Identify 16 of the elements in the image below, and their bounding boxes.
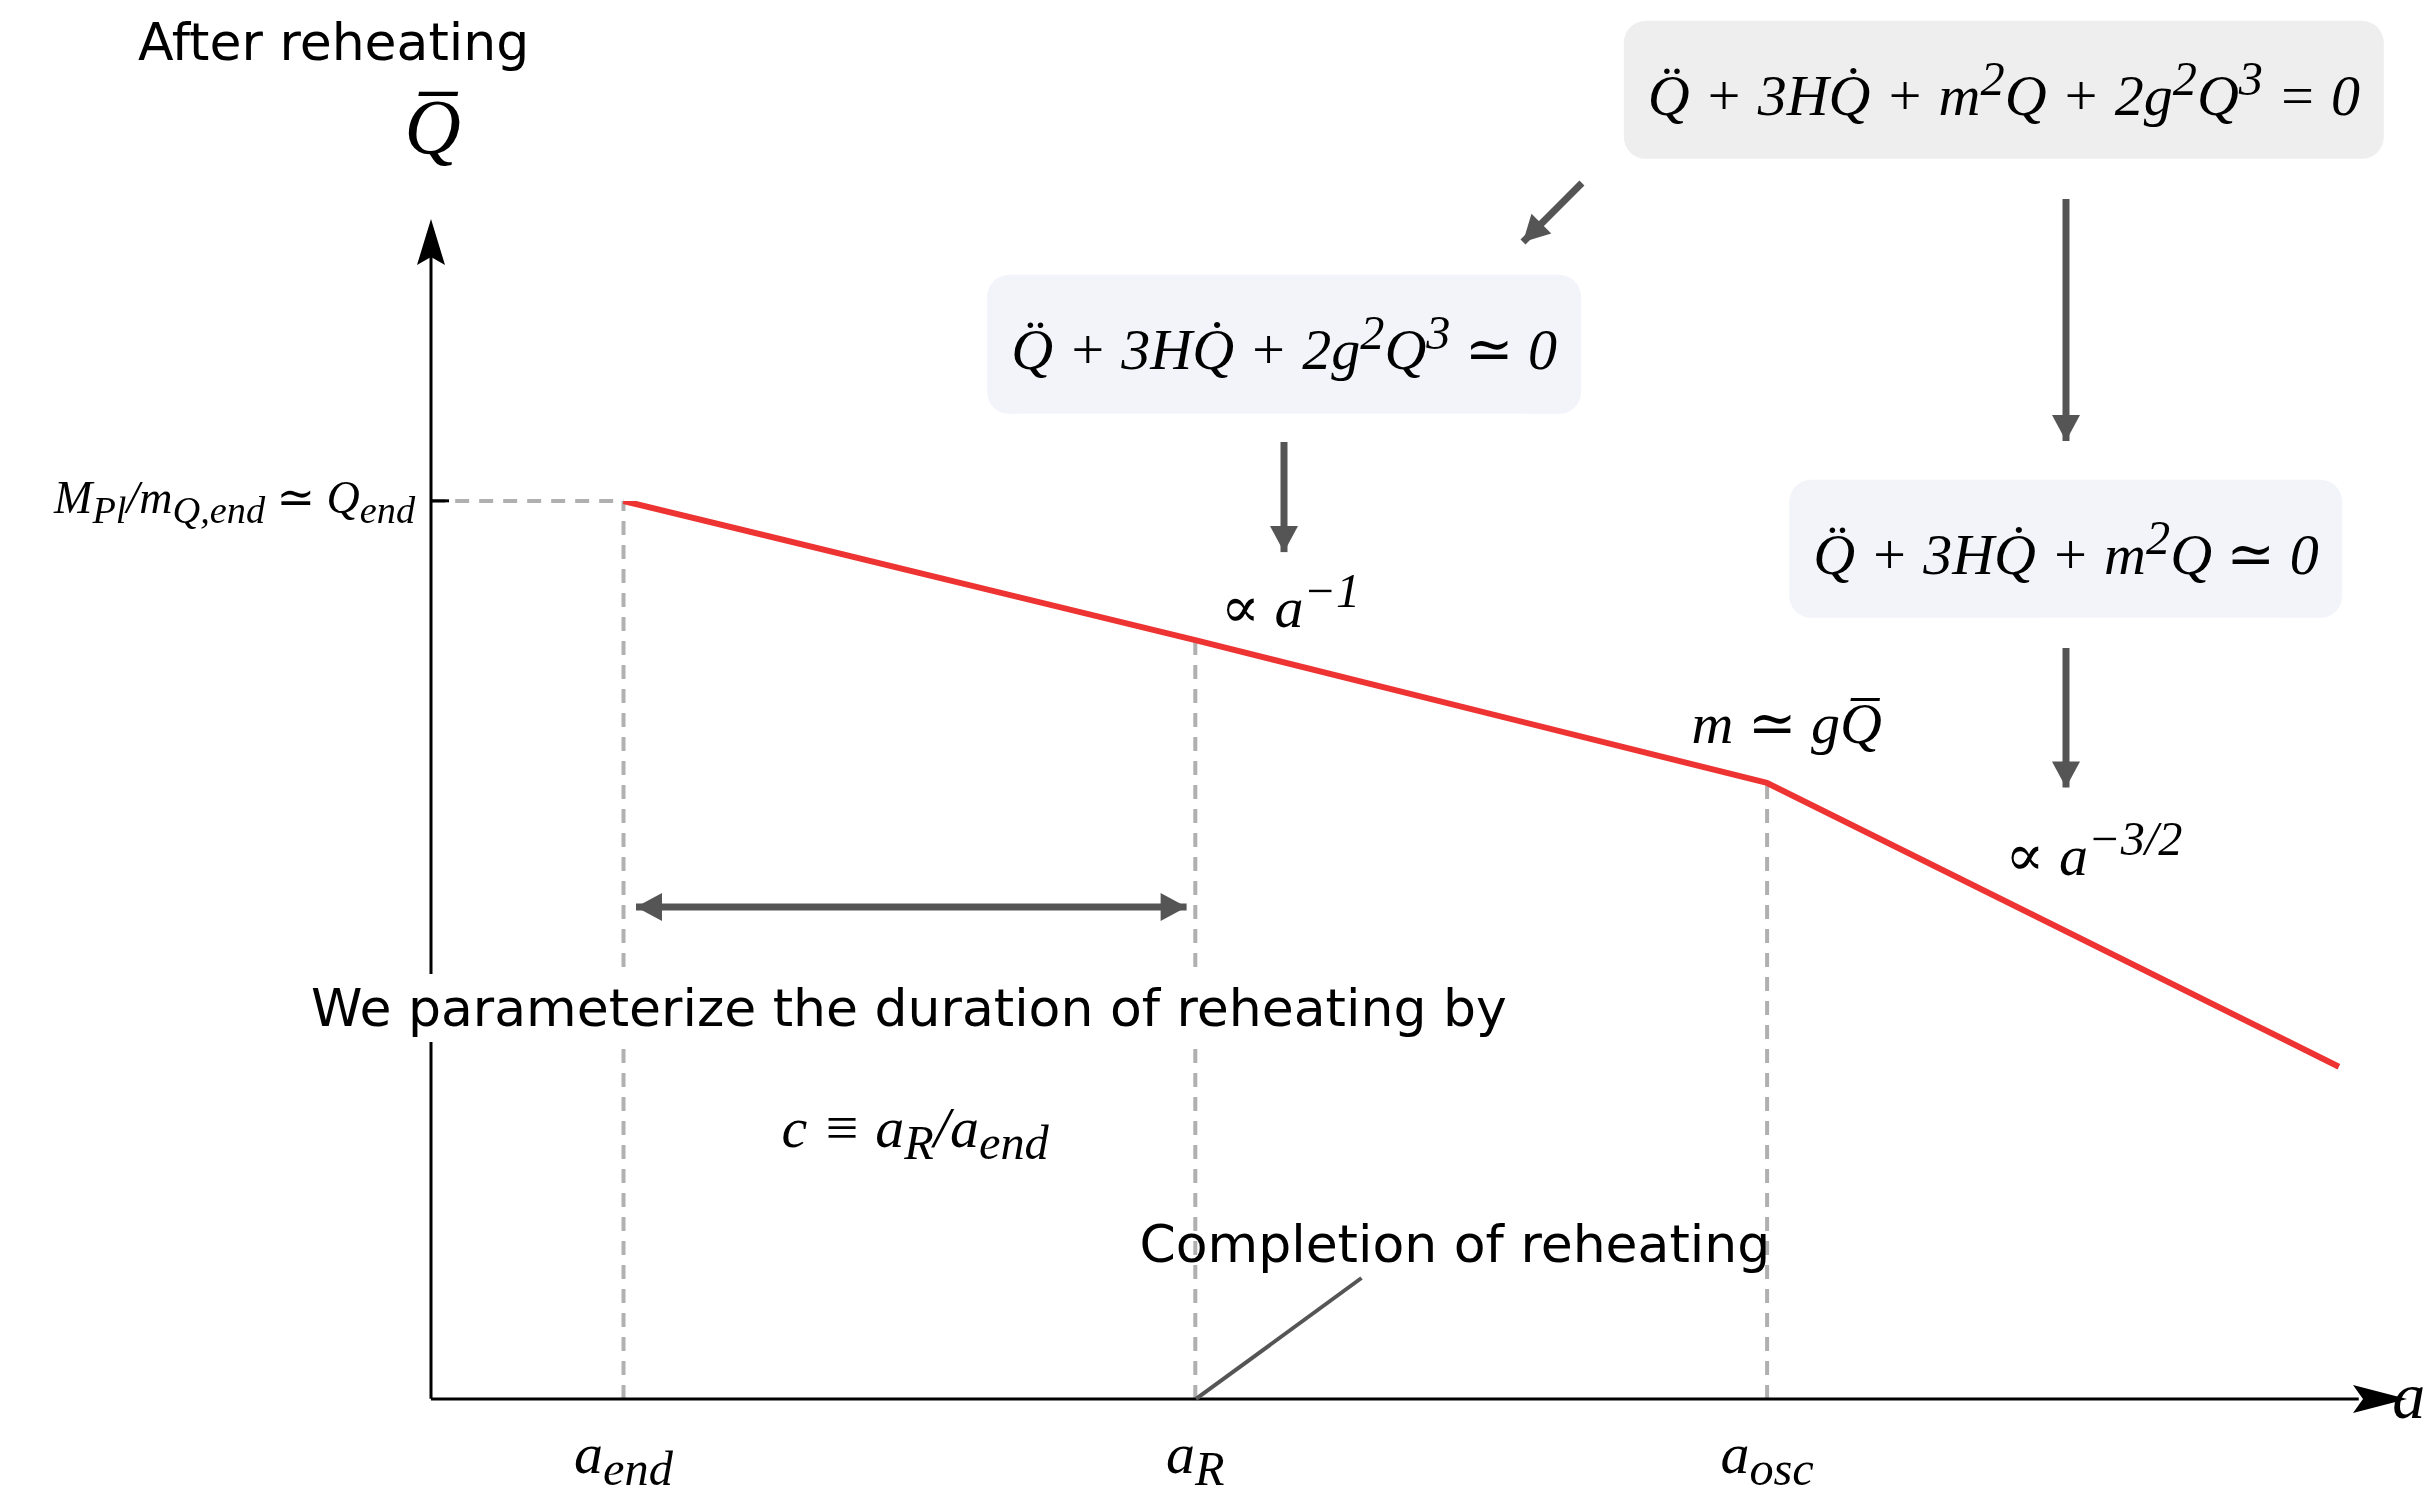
- x-tick-label: a$_{R}$: [1166, 1419, 1225, 1495]
- annotation: We parameterize the duration of reheating by: [303, 974, 1515, 1043]
- annotation: Q̈ + 3HQ̇ + m$^{2}$Q ≃ 0: [1789, 479, 2343, 619]
- x-axis-title: a: [2392, 1357, 2425, 1434]
- chart-title: After reheating: [138, 12, 530, 72]
- text: Q̈ + 3HQ̇ + 2g$^{2}$Q$^{3}$ ≃ 0: [987, 275, 1582, 414]
- x-tick-label: a$_{osc}$: [1720, 1419, 1814, 1495]
- x-tick-label: a$_{end}$: [574, 1419, 673, 1495]
- y-axis-title: Q̅: [404, 82, 461, 173]
- text: M$_{Pl}$/m$_{Q,end}$ ≃ Q$_{end}$: [54, 470, 416, 533]
- text: Q̈ + 3HQ̇ + m$^{2}$Q + 2g$^{2}$Q$^{3}$ = 0: [1623, 20, 2385, 160]
- annotation: m ≃ gQ̅: [1691, 689, 1882, 757]
- annotation: ∝ a$^{−1}$: [1220, 562, 1361, 641]
- annotation: Completion of reheating: [1139, 1213, 1771, 1274]
- annotation: c ≡ a$_{R}$/a$_{end}$: [781, 1093, 1049, 1171]
- annotation: ∝ a$^{−3/2}$: [2005, 810, 2183, 890]
